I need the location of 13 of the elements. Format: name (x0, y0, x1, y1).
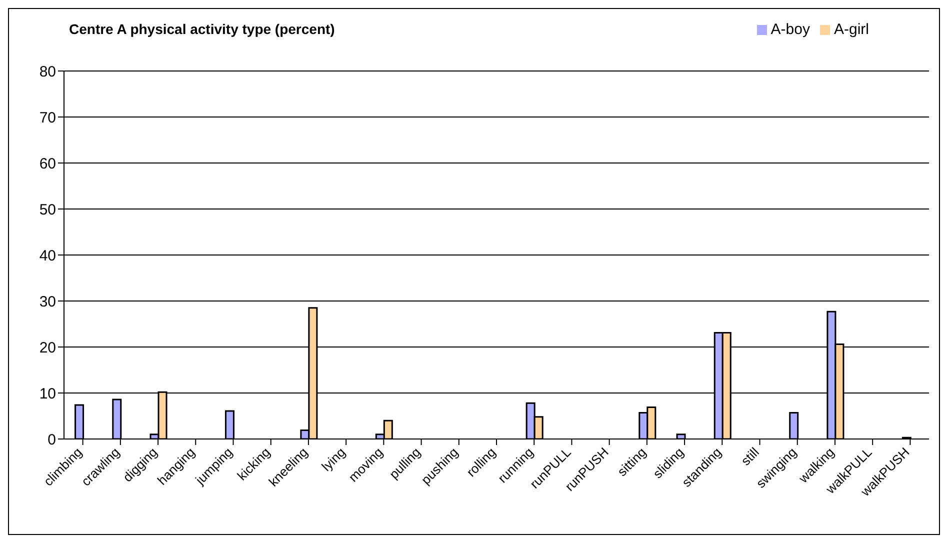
y-tick-label: 30 (39, 293, 56, 310)
y-tick-label: 60 (39, 155, 56, 172)
legend-label: A-girl (834, 21, 869, 38)
y-tick-label: 50 (39, 201, 56, 218)
x-tick-label: still (738, 444, 762, 468)
y-tick-label: 0 (48, 431, 56, 448)
y-tick-label: 70 (39, 109, 56, 126)
y-tick-label: 20 (39, 339, 56, 356)
legend-label: A-boy (770, 21, 810, 38)
y-tick-label: 80 (39, 63, 56, 80)
y-tick-label: 10 (39, 385, 56, 402)
y-tick-label: 40 (39, 247, 56, 264)
chart-title: Centre A physical activity type (percent) (69, 21, 335, 37)
